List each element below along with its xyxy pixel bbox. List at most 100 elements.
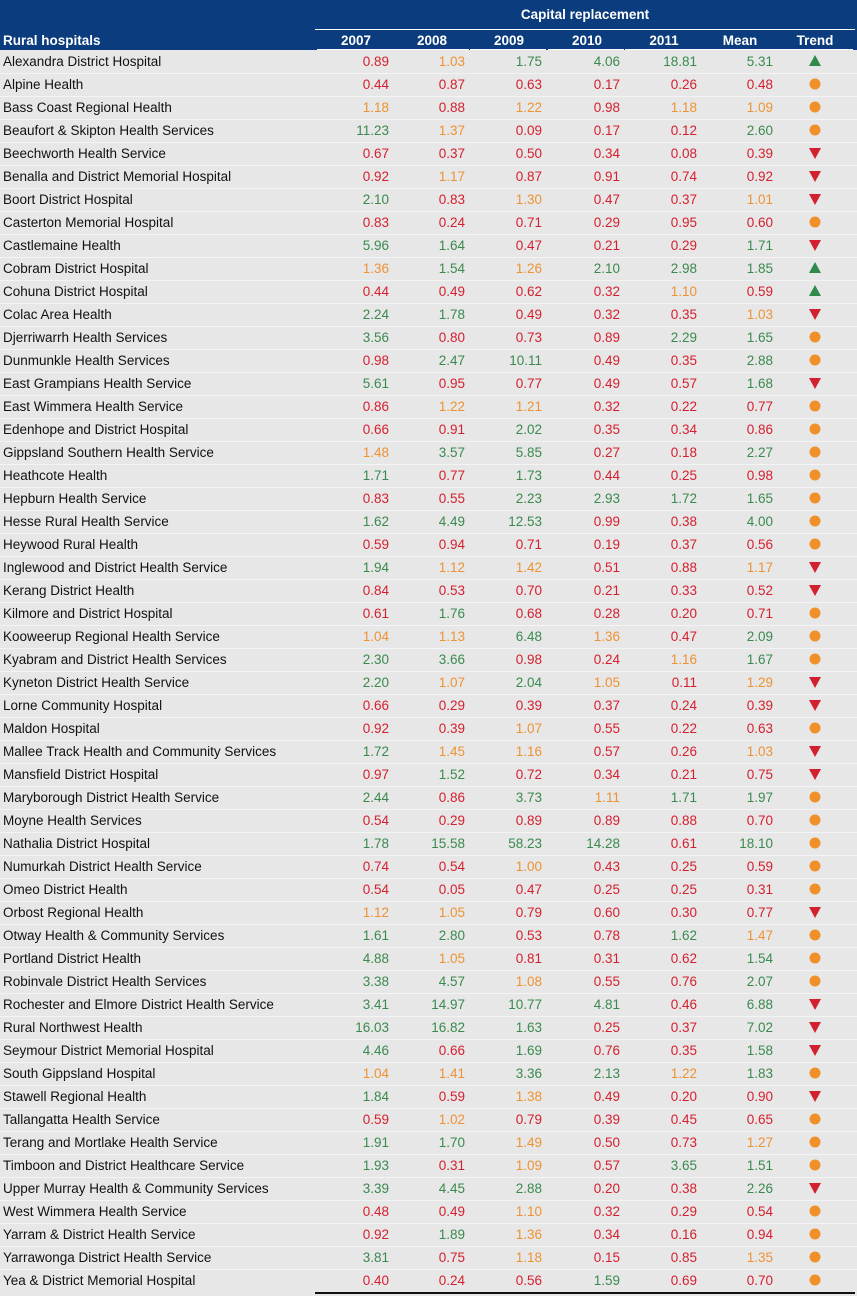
- trend-shape: [809, 194, 821, 205]
- cell: 0.29: [670, 1204, 697, 1219]
- cell: 1.17: [438, 169, 465, 184]
- cell: 1.76: [438, 606, 465, 621]
- row-separator: [0, 970, 857, 971]
- cell: 1.75: [515, 54, 542, 69]
- trend-shape: [809, 1091, 821, 1102]
- cell: 0.37: [670, 537, 697, 552]
- cell: 2.88: [746, 353, 773, 368]
- cell: 4.57: [438, 974, 465, 989]
- trend-icon: [809, 814, 821, 826]
- cell: 0.55: [593, 974, 620, 989]
- cell: 0.11: [671, 675, 697, 690]
- row-label: Alpine Health: [3, 77, 84, 92]
- row-separator: [0, 395, 857, 396]
- cell: 3.66: [438, 652, 465, 667]
- cell: 1.85: [746, 261, 773, 276]
- cell: 0.48: [746, 77, 773, 92]
- row-separator: [0, 349, 857, 350]
- cell: 58.23: [508, 836, 542, 851]
- cell: 0.56: [515, 1273, 542, 1288]
- cell: 0.33: [670, 583, 697, 598]
- cell: 4.49: [438, 514, 465, 529]
- cell: 0.62: [515, 284, 542, 299]
- cell: 1.48: [362, 445, 389, 460]
- cell: 0.72: [515, 767, 542, 782]
- cell: 1.10: [670, 284, 697, 299]
- header-rule: [315, 29, 855, 30]
- cell: 0.70: [746, 1273, 773, 1288]
- cell: 0.88: [670, 560, 697, 575]
- row-separator: [0, 142, 857, 143]
- cell: 0.59: [362, 1112, 389, 1127]
- cell: 0.29: [438, 813, 465, 828]
- cell: 1.02: [438, 1112, 465, 1127]
- cell: 1.72: [670, 491, 697, 506]
- row-label: Alexandra District Hospital: [3, 54, 162, 69]
- cell: 1.52: [438, 767, 465, 782]
- cell: 0.73: [670, 1135, 697, 1150]
- trend-icon: [809, 285, 821, 296]
- cell: 0.24: [438, 215, 465, 230]
- cell: 1.62: [362, 514, 389, 529]
- header-rule: [777, 49, 853, 50]
- row-separator: [0, 1223, 857, 1224]
- trend-shape: [809, 124, 821, 136]
- cell: 0.62: [670, 951, 697, 966]
- trend-shape: [809, 515, 821, 527]
- row-separator: [0, 579, 857, 580]
- trend-shape: [809, 171, 821, 182]
- cell: 0.99: [593, 514, 620, 529]
- cell: 1.71: [670, 790, 697, 805]
- cell: 6.48: [515, 629, 542, 644]
- column-header: 2009: [493, 33, 525, 48]
- trend-shape: [809, 769, 821, 780]
- trend-icon: [809, 492, 821, 504]
- cell: 1.03: [746, 307, 773, 322]
- cell: 0.89: [593, 330, 620, 345]
- row-label: Kooweerup Regional Health Service: [3, 629, 220, 644]
- row-separator: [0, 280, 857, 281]
- cell: 0.25: [593, 882, 620, 897]
- cell: 0.34: [593, 1227, 620, 1242]
- trend-shape: [809, 975, 821, 987]
- cell: 0.92: [362, 169, 389, 184]
- cell: 4.45: [438, 1181, 465, 1196]
- row-separator: [0, 418, 857, 419]
- cell: 0.37: [670, 192, 697, 207]
- cell: 3.41: [362, 997, 389, 1012]
- row-separator: [0, 257, 857, 258]
- row-separator: [0, 855, 857, 856]
- row-label: Orbost Regional Health: [3, 905, 144, 920]
- cell: 0.49: [593, 376, 620, 391]
- cell: 0.76: [593, 1043, 620, 1058]
- cell: 1.37: [438, 123, 465, 138]
- trend-shape: [809, 791, 821, 803]
- cell: 1.36: [362, 261, 389, 276]
- cell: 0.87: [438, 77, 465, 92]
- cell: 1.68: [746, 376, 773, 391]
- group-header: Capital replacement: [520, 7, 650, 22]
- cell: 0.66: [362, 698, 389, 713]
- trend-shape: [809, 860, 821, 872]
- cell: 0.35: [670, 307, 697, 322]
- cell: 0.92: [362, 721, 389, 736]
- row-separator: [0, 1200, 857, 1201]
- row-separator: [0, 441, 857, 442]
- cell: 0.40: [362, 1273, 389, 1288]
- cell: 1.07: [515, 721, 542, 736]
- cell: 6.88: [746, 997, 773, 1012]
- row-label: Castlemaine Health: [3, 238, 121, 253]
- trend-shape: [809, 1113, 821, 1125]
- row-separator: [0, 1154, 857, 1155]
- cell: 1.05: [593, 675, 620, 690]
- row-label: Heywood Rural Health: [3, 537, 139, 552]
- cell: 1.65: [746, 491, 773, 506]
- cell: 0.74: [670, 169, 697, 184]
- trend-icon: [809, 469, 821, 481]
- header-rule: [701, 49, 777, 50]
- cell: 10.77: [508, 997, 542, 1012]
- cell: 0.49: [593, 1089, 620, 1104]
- cell: 3.38: [362, 974, 389, 989]
- cell: 1.73: [515, 468, 542, 483]
- trend-icon: [809, 262, 821, 273]
